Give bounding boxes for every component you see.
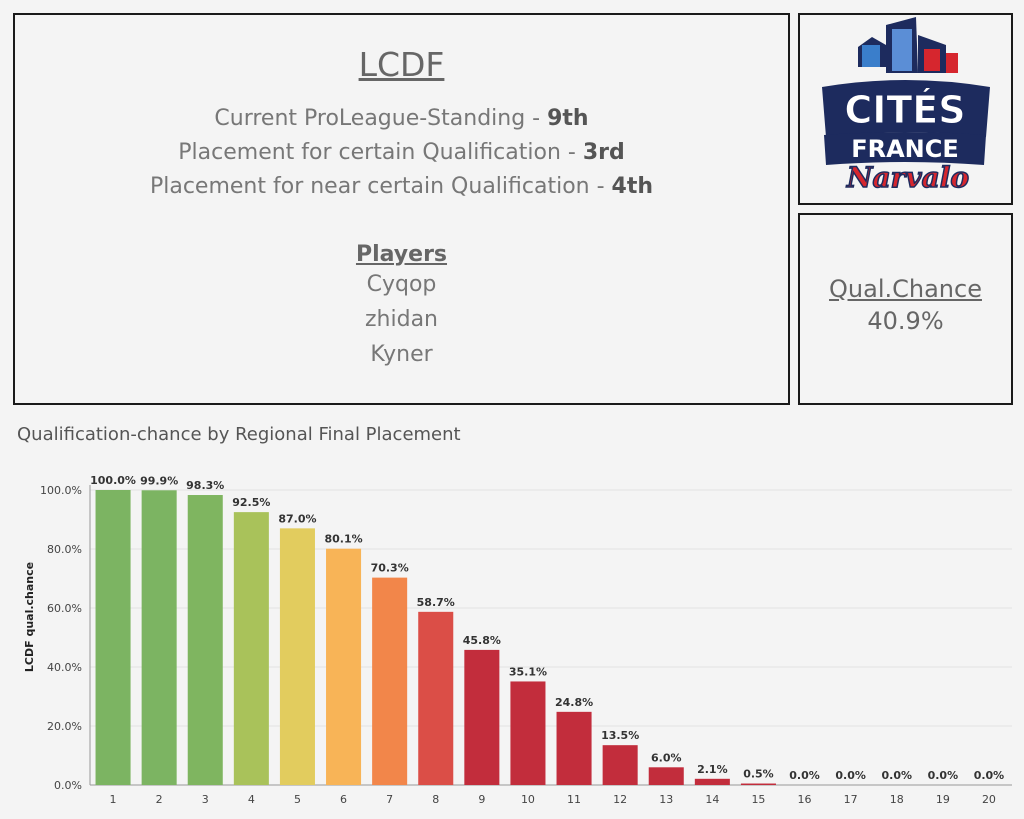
bar bbox=[233, 512, 269, 785]
x-tick-label: 4 bbox=[248, 793, 255, 806]
x-tick-label: 19 bbox=[936, 793, 950, 806]
bar-value-label: 0.0% bbox=[835, 769, 866, 782]
x-tick-label: 20 bbox=[982, 793, 996, 806]
x-tick-label: 14 bbox=[705, 793, 719, 806]
bar-value-label: 100.0% bbox=[90, 474, 136, 487]
bar bbox=[418, 611, 454, 785]
bar-value-label: 87.0% bbox=[278, 512, 316, 525]
bar-value-label: 24.8% bbox=[555, 696, 593, 709]
bar-value-label: 0.0% bbox=[789, 769, 820, 782]
bar-value-label: 0.0% bbox=[974, 769, 1005, 782]
x-tick-label: 17 bbox=[844, 793, 858, 806]
qual-chance-value: 40.9% bbox=[867, 307, 944, 335]
x-tick-label: 18 bbox=[890, 793, 904, 806]
bar bbox=[740, 783, 776, 785]
bar-value-label: 70.3% bbox=[371, 562, 409, 575]
grid-lines bbox=[90, 489, 1012, 786]
near-certain-qualification: Placement for near certain Qualification… bbox=[15, 170, 788, 204]
bar-value-label: 2.1% bbox=[697, 763, 728, 776]
axes: 0.0%20.0%40.0%60.0%80.0%100.0%1 2 3 4 5 6 7 8 9 1… bbox=[40, 484, 1012, 806]
bar-value-label: 45.8% bbox=[463, 634, 501, 647]
qual-chance-title: Qual.Chance bbox=[829, 275, 982, 303]
bar-value-label: 35.1% bbox=[509, 665, 547, 678]
bar-value-label: 98.3% bbox=[186, 479, 224, 492]
chart-title: Qualification-chance by Regional Final P… bbox=[17, 424, 461, 445]
y-axis-label: LCDF qual.chance bbox=[23, 562, 36, 672]
x-tick-label: 7 bbox=[386, 793, 393, 806]
x-tick-label: 3 bbox=[202, 793, 209, 806]
team-logo: CITÉS FRANCE Narvalo bbox=[822, 17, 990, 195]
qualification-chart: 0.0%20.0%40.0%60.0%80.0%100.0%1 2 3 4 5 6 7 8 9 1… bbox=[23, 474, 1012, 806]
bar bbox=[326, 548, 362, 785]
bar bbox=[648, 767, 684, 785]
y-tick-label: 40.0% bbox=[47, 661, 82, 674]
x-tick-label: 6 bbox=[340, 793, 347, 806]
bars: 100.0% 99.9% 98.3% 92.5% 87.0% 80.1% 70.3% 58.7… bbox=[90, 474, 1004, 785]
bar-value-label: 6.0% bbox=[651, 751, 682, 764]
certain-qualification-label: Placement for certain Qualification - bbox=[178, 140, 583, 165]
bar bbox=[141, 490, 177, 785]
bar bbox=[187, 495, 223, 785]
player-name: zhidan bbox=[365, 307, 438, 332]
near-certain-qualification-value: 4th bbox=[611, 174, 654, 199]
x-tick-label: 11 bbox=[567, 793, 581, 806]
current-standing: Current ProLeague-Standing - 9th bbox=[15, 102, 788, 136]
bar bbox=[510, 681, 546, 785]
logo-line-2: FRANCE bbox=[851, 135, 959, 163]
bar bbox=[279, 528, 315, 785]
logo-line-3: Narvalo bbox=[846, 161, 969, 194]
standings-block: Current ProLeague-Standing - 9th Placeme… bbox=[15, 102, 788, 204]
x-tick-label: 13 bbox=[659, 793, 673, 806]
player-name: Kyner bbox=[370, 342, 433, 367]
x-tick-label: 9 bbox=[478, 793, 485, 806]
x-tick-label: 8 bbox=[432, 793, 439, 806]
player-name: Cyqop bbox=[366, 272, 437, 297]
logo-line-1: CITÉS bbox=[844, 88, 965, 132]
near-certain-qualification-label: Placement for near certain Qualification… bbox=[149, 174, 612, 199]
x-tick-label: 16 bbox=[798, 793, 812, 806]
current-standing-label: Current ProLeague-Standing - bbox=[214, 106, 548, 131]
qual-chance-panel: Qual.Chance 40.9% bbox=[798, 213, 1013, 405]
x-tick-label: 1 bbox=[110, 793, 117, 806]
bar bbox=[95, 490, 131, 785]
bar-value-label: 0.0% bbox=[881, 769, 912, 782]
bar-value-label: 0.5% bbox=[743, 768, 774, 781]
team-name: LCDF bbox=[358, 45, 445, 84]
x-tick-label: 12 bbox=[613, 793, 627, 806]
team-logo-panel: CITÉS FRANCE Narvalo bbox=[798, 13, 1013, 205]
bar bbox=[372, 577, 408, 785]
y-tick-label: 80.0% bbox=[47, 543, 82, 556]
bar-value-label: 99.9% bbox=[140, 474, 178, 487]
team-info-panel: LCDF Current ProLeague-Standing - 9th Pl… bbox=[13, 13, 790, 405]
x-tick-label: 5 bbox=[294, 793, 301, 806]
certain-qualification-value: 3rd bbox=[582, 140, 625, 165]
y-tick-label: 0.0% bbox=[54, 779, 82, 792]
bar bbox=[556, 711, 592, 785]
current-standing-value: 9th bbox=[547, 106, 589, 131]
y-tick-label: 20.0% bbox=[47, 720, 82, 733]
bar bbox=[602, 745, 638, 785]
x-tick-label: 10 bbox=[521, 793, 535, 806]
bar bbox=[464, 649, 500, 785]
bar bbox=[694, 778, 730, 785]
x-tick-label: 2 bbox=[156, 793, 163, 806]
bar-value-label: 80.1% bbox=[324, 533, 362, 546]
y-tick-label: 60.0% bbox=[47, 602, 82, 615]
x-tick-label: 15 bbox=[751, 793, 765, 806]
bar-value-label: 13.5% bbox=[601, 729, 639, 742]
certain-qualification: Placement for certain Qualification - 3r… bbox=[15, 136, 788, 170]
y-tick-label: 100.0% bbox=[40, 484, 82, 497]
bar-value-label: 92.5% bbox=[232, 496, 270, 509]
bar-value-label: 58.7% bbox=[417, 596, 455, 609]
bar-value-label: 0.0% bbox=[928, 769, 959, 782]
players-title: Players bbox=[355, 242, 448, 267]
